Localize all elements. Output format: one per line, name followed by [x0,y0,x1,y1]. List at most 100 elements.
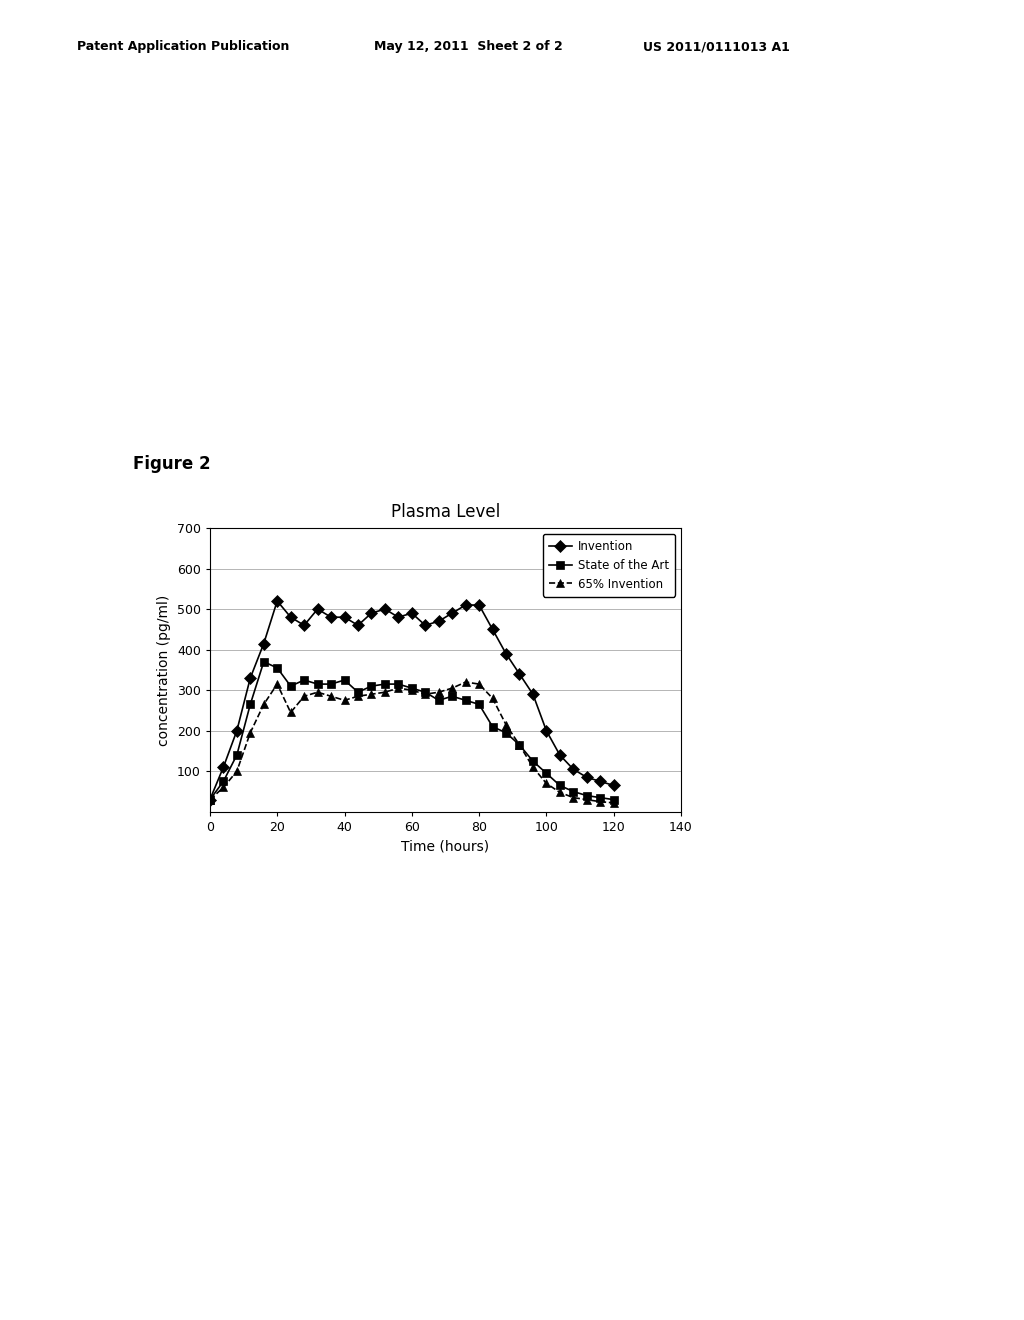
Text: US 2011/0111013 A1: US 2011/0111013 A1 [643,40,790,53]
Invention [446,605,459,622]
State of the Art [607,792,620,808]
65% Invention [446,680,459,696]
State of the Art [486,718,499,734]
State of the Art [244,697,256,713]
Invention [230,723,243,739]
Invention [204,792,216,808]
65% Invention [406,682,418,698]
State of the Art [271,660,284,676]
65% Invention [258,697,270,713]
Invention [541,723,553,739]
Invention [392,610,404,626]
Invention [460,597,472,612]
Invention [432,614,444,630]
State of the Art [526,754,539,770]
65% Invention [298,688,310,704]
State of the Art [567,784,580,800]
Invention [366,605,378,622]
65% Invention [392,680,404,696]
65% Invention [486,690,499,706]
Invention [486,622,499,638]
Invention [406,605,418,622]
State of the Art [311,676,324,692]
Invention [581,770,593,785]
Invention [500,645,512,661]
Invention [244,671,256,686]
State of the Art [325,676,337,692]
State of the Art [446,688,459,704]
Line: Invention: Invention [206,597,617,804]
65% Invention [432,684,444,700]
State of the Art [392,676,404,692]
Invention [311,601,324,616]
Invention [554,747,566,763]
Invention [217,759,229,775]
65% Invention [311,684,324,700]
State of the Art [419,684,431,700]
State of the Art [298,672,310,688]
Text: Figure 2: Figure 2 [133,454,211,473]
Invention [352,618,365,634]
Invention [258,636,270,652]
65% Invention [230,763,243,779]
Y-axis label: concentration (pg/ml): concentration (pg/ml) [158,594,171,746]
65% Invention [352,688,365,704]
State of the Art [432,693,444,709]
65% Invention [473,676,485,692]
State of the Art [406,680,418,696]
State of the Art [473,697,485,713]
Text: May 12, 2011  Sheet 2 of 2: May 12, 2011 Sheet 2 of 2 [374,40,562,53]
65% Invention [607,795,620,810]
State of the Art [379,676,391,692]
Title: Plasma Level: Plasma Level [391,503,500,521]
State of the Art [513,737,525,752]
Invention [513,667,525,682]
State of the Art [338,672,350,688]
65% Invention [419,686,431,702]
Invention [325,610,337,626]
65% Invention [285,705,297,721]
65% Invention [271,676,284,692]
Invention [419,618,431,634]
Legend: Invention, State of the Art, 65% Invention: Invention, State of the Art, 65% Inventi… [543,533,675,597]
65% Invention [325,688,337,704]
Line: State of the Art: State of the Art [206,657,617,804]
65% Invention [526,759,539,775]
Text: Patent Application Publication: Patent Application Publication [77,40,289,53]
State of the Art [460,693,472,709]
X-axis label: Time (hours): Time (hours) [401,840,489,854]
State of the Art [204,792,216,808]
Invention [526,686,539,702]
65% Invention [366,686,378,702]
65% Invention [244,725,256,741]
Invention [338,610,350,626]
State of the Art [581,788,593,804]
State of the Art [352,684,365,700]
65% Invention [594,793,606,809]
State of the Art [217,774,229,789]
State of the Art [366,678,378,694]
Line: 65% Invention: 65% Invention [206,678,617,807]
65% Invention [500,717,512,733]
State of the Art [594,789,606,805]
65% Invention [204,792,216,808]
65% Invention [379,684,391,700]
Invention [298,618,310,634]
Invention [473,597,485,612]
65% Invention [217,780,229,796]
65% Invention [581,792,593,808]
State of the Art [541,766,553,781]
Invention [271,593,284,609]
State of the Art [258,653,270,669]
State of the Art [554,777,566,793]
Invention [285,610,297,626]
65% Invention [554,784,566,800]
Invention [567,762,580,777]
65% Invention [541,775,553,791]
Invention [594,774,606,789]
Invention [607,777,620,793]
State of the Art [285,678,297,694]
State of the Art [500,725,512,741]
65% Invention [338,693,350,709]
65% Invention [567,789,580,805]
